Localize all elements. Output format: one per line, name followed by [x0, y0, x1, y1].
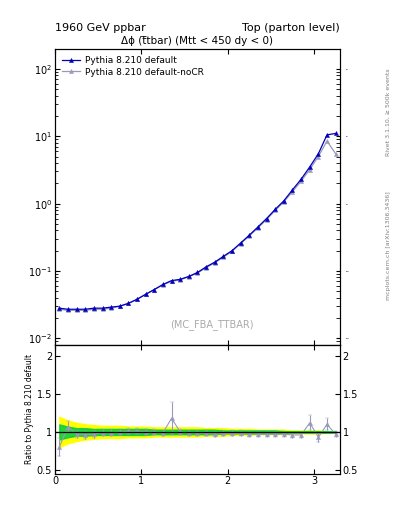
Pythia 8.210 default [187, 273, 191, 280]
Pythia 8.210 default [195, 269, 200, 275]
Pythia 8.210 default [83, 306, 88, 312]
Pythia 8.210 default-noCR [325, 138, 329, 144]
Pythia 8.210 default [118, 303, 122, 309]
Pythia 8.210 default-noCR [238, 241, 243, 247]
Pythia 8.210 default-noCR [195, 270, 200, 276]
Pythia 8.210 default-noCR [109, 305, 114, 311]
Pythia 8.210 default-noCR [281, 199, 286, 205]
Pythia 8.210 default [92, 305, 96, 311]
Pythia 8.210 default-noCR [247, 233, 252, 239]
Text: 1960 GeV ppbar: 1960 GeV ppbar [55, 23, 146, 33]
Pythia 8.210 default-noCR [74, 307, 79, 313]
Pythia 8.210 default [221, 253, 226, 260]
Pythia 8.210 default-noCR [204, 265, 208, 271]
Pythia 8.210 default [126, 301, 131, 307]
Pythia 8.210 default [57, 305, 62, 311]
Text: Top (parton level): Top (parton level) [242, 23, 340, 33]
Pythia 8.210 default-noCR [83, 307, 88, 313]
Pythia 8.210 default [281, 198, 286, 204]
Pythia 8.210 default [255, 224, 260, 230]
Legend: Pythia 8.210 default, Pythia 8.210 default-noCR: Pythia 8.210 default, Pythia 8.210 defau… [59, 53, 206, 79]
Pythia 8.210 default-noCR [212, 260, 217, 266]
Pythia 8.210 default [66, 306, 70, 312]
Text: mcplots.cern.ch [arXiv:1306.3436]: mcplots.cern.ch [arXiv:1306.3436] [386, 191, 391, 300]
Pythia 8.210 default-noCR [290, 189, 295, 195]
Pythia 8.210 default [161, 282, 165, 288]
Text: Rivet 3.1.10, ≥ 500k events: Rivet 3.1.10, ≥ 500k events [386, 69, 391, 157]
Line: Pythia 8.210 default-noCR: Pythia 8.210 default-noCR [57, 139, 338, 312]
Pythia 8.210 default [316, 151, 321, 157]
Pythia 8.210 default [273, 206, 277, 212]
Pythia 8.210 default-noCR [178, 276, 183, 283]
Y-axis label: Ratio to Pythia 8.210 default: Ratio to Pythia 8.210 default [25, 354, 34, 464]
Pythia 8.210 default-noCR [66, 307, 70, 313]
Pythia 8.210 default-noCR [230, 248, 234, 254]
Pythia 8.210 default-noCR [333, 151, 338, 157]
Pythia 8.210 default [109, 304, 114, 310]
Pythia 8.210 default [325, 132, 329, 138]
Pythia 8.210 default-noCR [316, 154, 321, 160]
Pythia 8.210 default [135, 296, 140, 302]
Pythia 8.210 default [307, 164, 312, 170]
Pythia 8.210 default [178, 276, 183, 283]
Pythia 8.210 default [299, 176, 303, 182]
Pythia 8.210 default [212, 259, 217, 265]
Pythia 8.210 default [152, 286, 157, 292]
Pythia 8.210 default-noCR [187, 274, 191, 280]
Pythia 8.210 default [143, 291, 148, 297]
Pythia 8.210 default [238, 240, 243, 246]
Pythia 8.210 default [204, 264, 208, 270]
Line: Pythia 8.210 default: Pythia 8.210 default [57, 132, 338, 311]
Pythia 8.210 default-noCR [143, 291, 148, 297]
Pythia 8.210 default-noCR [169, 279, 174, 285]
Pythia 8.210 default-noCR [264, 217, 269, 223]
Pythia 8.210 default-noCR [307, 166, 312, 173]
Pythia 8.210 default [100, 305, 105, 311]
Pythia 8.210 default [230, 248, 234, 254]
Pythia 8.210 default-noCR [57, 306, 62, 312]
Pythia 8.210 default-noCR [299, 178, 303, 184]
Pythia 8.210 default-noCR [126, 301, 131, 307]
Pythia 8.210 default-noCR [152, 286, 157, 292]
Pythia 8.210 default [290, 187, 295, 193]
Pythia 8.210 default-noCR [135, 296, 140, 302]
Pythia 8.210 default-noCR [118, 303, 122, 309]
Pythia 8.210 default-noCR [273, 207, 277, 214]
Pythia 8.210 default [264, 216, 269, 222]
Pythia 8.210 default-noCR [100, 306, 105, 312]
Pythia 8.210 default-noCR [92, 306, 96, 312]
Text: (MC_FBA_TTBAR): (MC_FBA_TTBAR) [170, 319, 253, 330]
Pythia 8.210 default-noCR [161, 282, 165, 288]
Pythia 8.210 default [333, 131, 338, 137]
Pythia 8.210 default-noCR [255, 225, 260, 231]
Title: Δϕ (t̅tbar) (Mtt < 450 dy < 0): Δϕ (t̅tbar) (Mtt < 450 dy < 0) [121, 36, 274, 47]
Pythia 8.210 default [74, 306, 79, 312]
Pythia 8.210 default [247, 232, 252, 238]
Pythia 8.210 default [169, 278, 174, 284]
Pythia 8.210 default-noCR [221, 254, 226, 260]
